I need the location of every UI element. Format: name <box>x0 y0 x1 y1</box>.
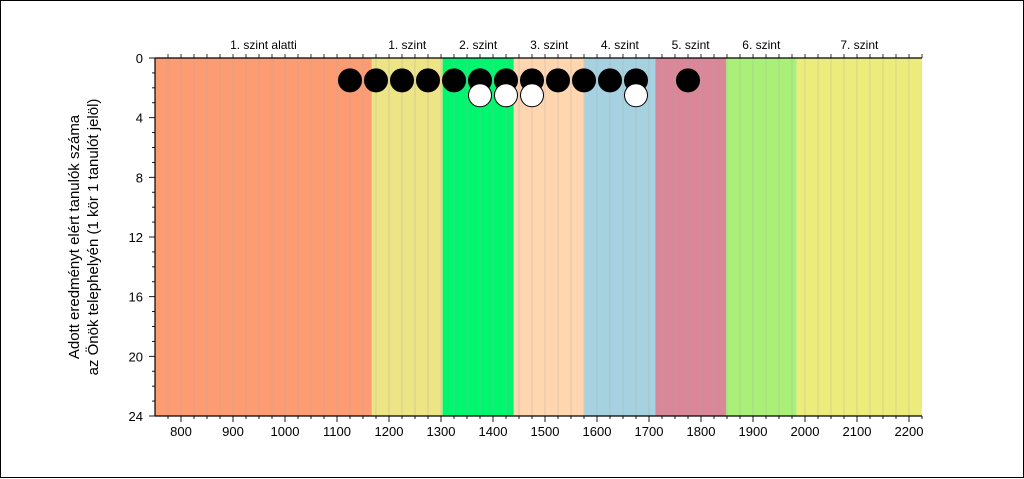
x-tick-label: 1200 <box>375 424 404 439</box>
x-tick-label: 1400 <box>479 424 508 439</box>
axes <box>149 54 923 422</box>
white-circle-marker <box>624 83 648 108</box>
band-8 <box>796 58 922 416</box>
band-label: 4. szint <box>601 38 640 52</box>
black-circle-marker <box>442 68 466 93</box>
y-tick-label: 16 <box>129 290 143 305</box>
y-tick-label: 20 <box>129 349 143 364</box>
level-bands <box>155 58 922 416</box>
x-tick-label: 800 <box>170 424 192 439</box>
axis-labels: 1. szint alatti 1. szint 2. szint 3. szint 4… <box>66 38 923 439</box>
white-circle-marker <box>468 83 492 108</box>
y-axis-title-line: Adott eredményt elért tanulók száma <box>66 114 83 359</box>
y-tick-label: 12 <box>129 230 143 245</box>
band-1 <box>155 58 372 416</box>
band-label: 2. szint <box>459 38 498 52</box>
band-label: 1. szint <box>388 38 427 52</box>
x-tick-label: 1900 <box>739 424 768 439</box>
band-label: 3. szint <box>530 38 569 52</box>
x-tick-label: 2000 <box>791 424 820 439</box>
x-tick-label: 1000 <box>271 424 300 439</box>
white-circle-marker <box>520 83 544 108</box>
black-circle-marker <box>416 68 440 93</box>
black-circle-marker <box>338 68 362 93</box>
data-points <box>338 68 700 108</box>
x-tick-label: 900 <box>222 424 244 439</box>
band-label: 5. szint <box>672 38 711 52</box>
black-circle-marker <box>390 68 414 93</box>
vertical-gridlines <box>167 58 910 416</box>
x-tick-label: 1500 <box>531 424 560 439</box>
x-tick-label: 1100 <box>323 424 351 439</box>
y-axis-title-line: az Önök telephelyén (1 kör 1 tanulót jel… <box>84 99 102 376</box>
band-3 <box>442 58 514 416</box>
x-tick-label: 1600 <box>583 424 612 439</box>
y-tick-label: 0 <box>136 51 143 66</box>
band-6 <box>655 58 726 416</box>
band-7 <box>725 58 797 416</box>
y-tick-label: 8 <box>136 170 143 185</box>
x-tick-label: 1300 <box>427 424 456 439</box>
x-tick-label: 1700 <box>635 424 664 439</box>
black-circle-marker <box>572 68 596 93</box>
band-4 <box>513 58 585 416</box>
x-tick-label: 2200 <box>895 424 924 439</box>
band-label: 7. szint <box>840 38 879 52</box>
black-circle-marker <box>676 68 700 93</box>
x-tick-label: 2100 <box>843 424 872 439</box>
white-circle-marker <box>494 83 518 108</box>
band-label: 6. szint <box>742 38 781 52</box>
band-label: 1. szint alatti <box>230 38 297 52</box>
x-tick-label: 1800 <box>687 424 716 439</box>
y-tick-label: 24 <box>129 409 143 424</box>
black-circle-marker <box>546 68 570 93</box>
y-tick-label: 4 <box>136 111 143 126</box>
band-2 <box>371 58 443 416</box>
black-circle-marker <box>364 68 388 93</box>
band-5 <box>584 58 656 416</box>
black-circle-marker <box>598 68 622 93</box>
